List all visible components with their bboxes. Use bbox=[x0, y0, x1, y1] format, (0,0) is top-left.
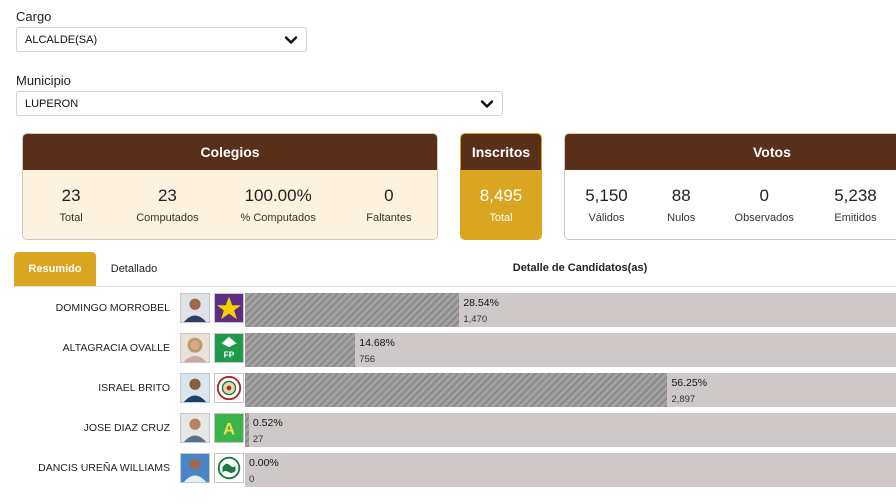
stat-label: Observados bbox=[734, 212, 794, 224]
candidate-votes: 756 bbox=[359, 354, 376, 365]
cargo-select-value: ALCALDE(SA) bbox=[25, 33, 98, 46]
tab-detallado[interactable]: Detallado bbox=[110, 263, 158, 275]
colegios-title: Colegios bbox=[23, 134, 437, 170]
votos-card: Votos 5,150 Válidos 88 Nulos 0 Observado… bbox=[564, 133, 896, 240]
inscritos-title: Inscritos bbox=[461, 134, 541, 170]
municipio-select-value: LUPERON bbox=[25, 97, 79, 110]
stat-value: 5,150 bbox=[585, 186, 628, 205]
colegios-card: Colegios 23 Total 23 Computados 100.00% … bbox=[22, 133, 438, 240]
inscritos-total-stat: 8,495 Total bbox=[461, 170, 541, 239]
candidate-percent: 0.00% bbox=[249, 457, 279, 469]
colegios-pct-computados-stat: 100.00% % Computados bbox=[216, 170, 341, 239]
stat-label: % Computados bbox=[240, 212, 316, 224]
candidate-name: DOMINGO MORROBEL bbox=[55, 302, 170, 314]
stat-label: Total bbox=[489, 212, 513, 224]
votos-emitidos-stat: 5,238 Emitidos bbox=[814, 170, 896, 239]
candidate-votes: 27 bbox=[252, 434, 264, 445]
candidate-photo bbox=[180, 333, 210, 363]
candidate-name: ISRAEL BRITO bbox=[98, 382, 170, 394]
candidate-percent: 28.54% bbox=[463, 297, 499, 309]
municipio-label: Municipio bbox=[16, 73, 71, 88]
candidate-votes: 0 bbox=[249, 474, 255, 485]
candidate-photo bbox=[180, 413, 210, 443]
candidate-percent: 14.68% bbox=[359, 337, 395, 349]
stat-value: 23 bbox=[157, 186, 177, 205]
votos-validos-stat: 5,150 Válidos bbox=[565, 170, 648, 239]
stat-label: Computados bbox=[136, 212, 199, 224]
tab-resumido[interactable]: Resumido bbox=[14, 252, 96, 286]
votos-observados-stat: 0 Observados bbox=[714, 170, 814, 239]
stat-value: 23 bbox=[61, 186, 81, 205]
candidate-votes: 2,897 bbox=[671, 394, 696, 405]
tab-divider bbox=[14, 286, 896, 287]
stat-value: 100.00% bbox=[244, 186, 312, 205]
stat-label: Emitidos bbox=[834, 212, 877, 224]
stat-label: Faltantes bbox=[366, 212, 412, 224]
municipio-select[interactable]: LUPERON bbox=[16, 91, 503, 116]
candidate-photo bbox=[180, 293, 210, 323]
candidate-row: DOMINGO MORROBEL 28.54% 1,470 bbox=[14, 293, 896, 329]
cargo-label: Cargo bbox=[16, 9, 52, 24]
stat-label: Total bbox=[59, 212, 83, 224]
star-party-logo-icon bbox=[214, 293, 244, 323]
globe-party-logo-icon bbox=[214, 453, 244, 483]
inscritos-card: Inscritos 8,495 Total bbox=[460, 133, 542, 240]
stat-value: 88 bbox=[671, 186, 691, 205]
colegios-total-stat: 23 Total bbox=[23, 170, 119, 239]
candidate-row: ALTAGRACIA OVALLE FP 14.68% 756 bbox=[14, 333, 896, 369]
fp-logo-text: FP bbox=[224, 349, 235, 359]
candidate-name: JOSE DIAZ CRUZ bbox=[83, 422, 170, 434]
candidate-row: DANCIS UREÑA WILLIAMS 0.00% 0 bbox=[14, 453, 896, 489]
candidate-bar-fill bbox=[245, 333, 356, 367]
candidate-bar-track bbox=[245, 453, 896, 487]
votos-nulos-stat: 88 Nulos bbox=[648, 170, 714, 239]
candidate-percent: 0.52% bbox=[252, 417, 283, 429]
chevron-down-icon bbox=[284, 35, 298, 44]
stat-value: 0 bbox=[759, 186, 769, 205]
candidate-bar-track bbox=[245, 413, 896, 447]
candidate-percent: 56.25% bbox=[671, 377, 708, 389]
candidate-bar-fill bbox=[245, 293, 460, 327]
candidate-name: DANCIS UREÑA WILLIAMS bbox=[38, 462, 170, 474]
candidate-name: ALTAGRACIA OVALLE bbox=[62, 342, 170, 354]
candidate-bar-fill bbox=[245, 413, 249, 447]
chevron-down-icon bbox=[480, 99, 494, 108]
candidate-bar-track bbox=[245, 333, 896, 367]
candidate-photo bbox=[180, 373, 210, 403]
stat-label: Nulos bbox=[667, 212, 696, 224]
stat-value: 5,238 bbox=[834, 186, 877, 205]
stat-value: 0 bbox=[384, 186, 394, 205]
candidate-bar-fill bbox=[245, 373, 668, 407]
colegios-faltantes-stat: 0 Faltantes bbox=[341, 170, 437, 239]
candidate-row: ISRAEL BRITO 56.25% 2,897 bbox=[14, 373, 896, 409]
a-party-logo-icon: A bbox=[214, 413, 244, 443]
a-logo-text: A bbox=[223, 420, 235, 439]
candidate-votes: 1,470 bbox=[463, 314, 488, 325]
cargo-select[interactable]: ALCALDE(SA) bbox=[16, 27, 307, 52]
candidate-row: JOSE DIAZ CRUZ A 0.52% 27 bbox=[14, 413, 896, 449]
votos-title: Votos bbox=[565, 134, 896, 170]
stat-label: Válidos bbox=[588, 212, 625, 224]
fp-party-logo-icon: FP bbox=[214, 333, 244, 363]
candidate-photo bbox=[180, 453, 210, 483]
stat-value: 8,495 bbox=[479, 186, 523, 205]
colegios-computados-stat: 23 Computados bbox=[119, 170, 215, 239]
candidate-bar-track bbox=[245, 293, 896, 327]
seal-party-logo-icon bbox=[214, 373, 244, 403]
candidate-bar-track bbox=[245, 373, 896, 407]
detail-title: Detalle de Candidatos(as) bbox=[512, 262, 648, 274]
